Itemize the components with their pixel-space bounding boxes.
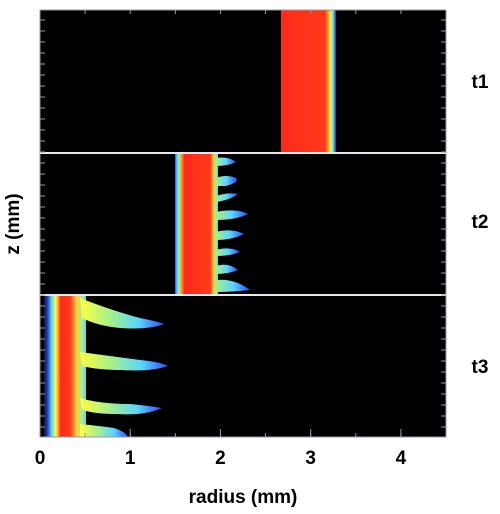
panel-label-t2: t2 <box>472 212 489 233</box>
panel-label-t1: t1 <box>472 72 489 93</box>
x-tick-label: 3 <box>305 448 316 469</box>
panel-t2-finger <box>216 279 250 292</box>
x-tick-label: 4 <box>396 448 407 469</box>
panel-t3-finger <box>80 298 164 329</box>
panel-t3-fingers <box>80 298 168 437</box>
panel-t2-finger <box>216 157 236 166</box>
panel-t2-finger <box>216 264 238 274</box>
y-axis-label: z (mm) <box>3 193 24 254</box>
x-axis: 0 1 2 3 4 <box>35 429 407 469</box>
panel-t2-front-band <box>175 153 218 294</box>
panel-t2-finger <box>216 193 238 202</box>
panel-label-t3: t3 <box>472 357 489 378</box>
plot-border <box>39 9 447 438</box>
panel-t2-fingers <box>216 157 250 292</box>
x-tick-label: 0 <box>35 448 46 469</box>
panel-t1 <box>40 10 446 153</box>
x-tick-label: 1 <box>125 448 136 469</box>
x-axis-label: radius (mm) <box>189 487 298 508</box>
panel-labels: t1 t2 t3 <box>472 72 489 378</box>
panel-t3-finger <box>80 352 168 371</box>
panel-t1-front-band <box>281 10 336 153</box>
panel-t2-finger <box>216 176 237 186</box>
panel-t3-front-band <box>44 296 86 437</box>
panel-t2-finger <box>216 210 248 220</box>
panel-t3 <box>40 296 446 437</box>
panel-t2-finger <box>216 230 244 240</box>
panel-t2-finger <box>216 248 240 256</box>
panel-t2-background <box>40 153 446 294</box>
panel-t3-finger <box>80 398 162 415</box>
panel-t3-finger <box>80 424 128 437</box>
x-tick-label: 2 <box>215 448 226 469</box>
frame <box>39 9 447 438</box>
panel-t1-background <box>40 10 446 153</box>
panel-t2 <box>40 153 446 294</box>
